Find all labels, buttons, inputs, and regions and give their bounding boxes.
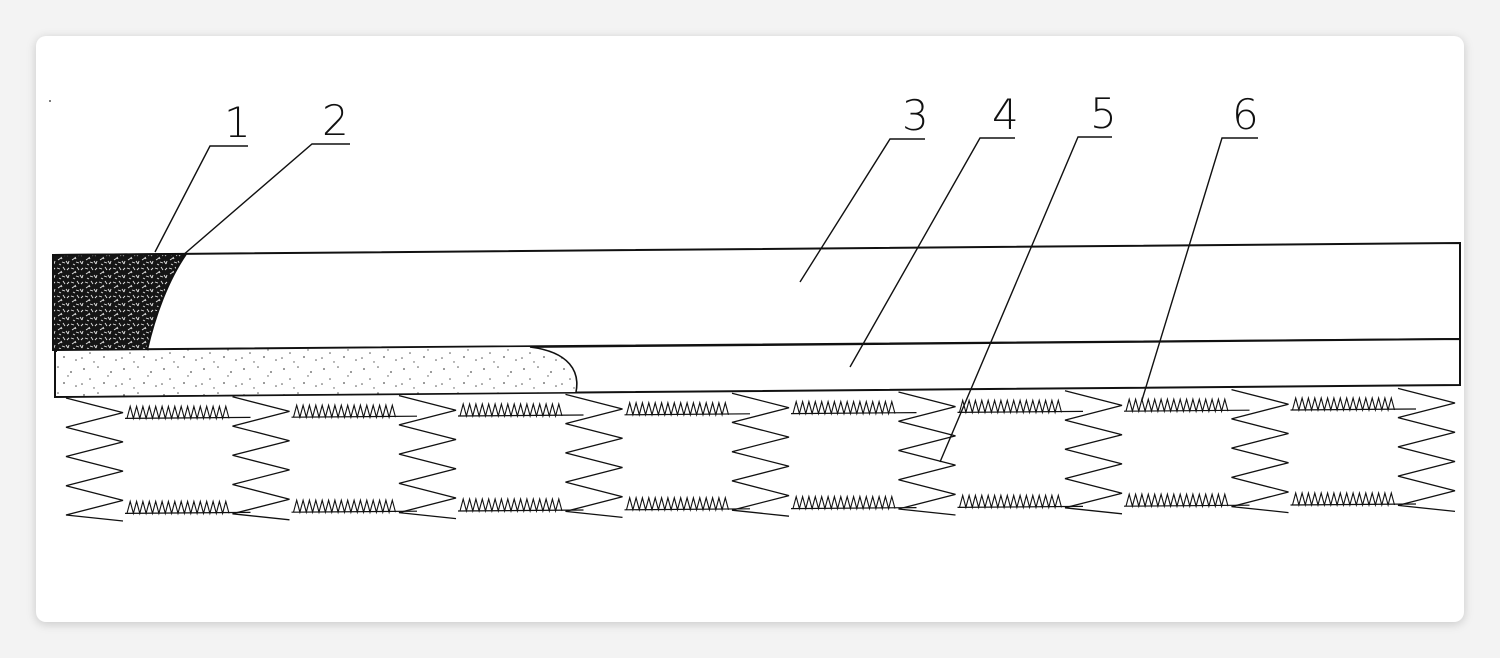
connector-top-8 <box>1290 408 1417 411</box>
leader-lines <box>154 136 1258 463</box>
helical-spring-bottom-6 <box>958 493 1063 510</box>
label-4: 4 <box>992 90 1019 139</box>
label-5: 5 <box>1090 89 1117 138</box>
leader-line-6 <box>1141 137 1258 401</box>
coil-spring-3 <box>398 394 457 520</box>
helical-spring-top-5 <box>792 399 896 416</box>
helical-spring-bottom-5 <box>792 494 896 511</box>
helical-spring-bottom-2 <box>292 498 397 515</box>
label-6: 6 <box>1232 90 1259 139</box>
connector-bottom-8 <box>1290 503 1417 506</box>
helical-spring-top-1 <box>126 404 230 421</box>
helical-spring-top-2 <box>292 403 397 420</box>
label-2: 2 <box>322 96 349 145</box>
helical-spring-bottom-4 <box>625 495 730 512</box>
leader-line-5 <box>939 136 1112 463</box>
helical-spring-bottom-7 <box>1125 492 1229 509</box>
label-3: 3 <box>902 91 929 140</box>
connector-bottom-6 <box>957 505 1084 508</box>
coil-spring-1 <box>65 397 124 522</box>
connector-bottom-1 <box>124 511 251 514</box>
connector-top-1 <box>124 416 251 419</box>
coil-spring-5 <box>731 392 790 517</box>
leader-line-3 <box>799 138 925 283</box>
connector-top-2 <box>291 415 418 418</box>
lower-layer <box>54 337 1461 399</box>
connector-bottom-5 <box>790 507 917 510</box>
coil-spring-8 <box>1231 388 1289 514</box>
top-layer <box>52 241 1461 352</box>
helical-spring-top-3 <box>459 401 563 419</box>
connector-bottom-2 <box>291 510 418 513</box>
leader-line-2 <box>181 143 350 257</box>
connector-top-7 <box>1123 409 1250 412</box>
spring-layer <box>65 387 1456 522</box>
leader-line-1 <box>154 145 248 253</box>
coil-spring-9 <box>1397 387 1456 513</box>
connector-bottom-7 <box>1123 504 1250 507</box>
helical-spring-top-4 <box>625 400 730 417</box>
connector-top-5 <box>790 412 917 415</box>
helical-spring-bottom-3 <box>459 496 563 514</box>
helical-spring-top-6 <box>958 398 1063 415</box>
connector-bottom-4 <box>624 508 751 511</box>
leader-line-4 <box>849 137 1015 368</box>
connector-bottom-3 <box>457 509 584 512</box>
helical-spring-top-7 <box>1125 397 1229 414</box>
coil-spring-2 <box>232 396 290 521</box>
connector-top-6 <box>957 410 1084 413</box>
label-1: 1 <box>224 98 251 147</box>
helical-spring-bottom-8 <box>1291 490 1396 508</box>
coil-spring-6 <box>898 391 956 516</box>
coil-spring-4 <box>565 393 623 519</box>
connector-top-3 <box>457 414 584 417</box>
coil-spring-7 <box>1064 390 1123 515</box>
helical-spring-top-8 <box>1291 395 1396 413</box>
connector-top-4 <box>624 413 751 416</box>
speck <box>49 100 51 102</box>
helical-spring-bottom-1 <box>126 499 230 516</box>
